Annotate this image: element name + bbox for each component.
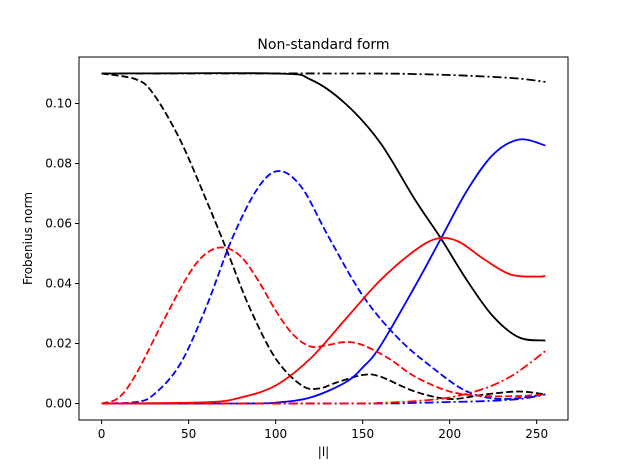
y-tick-label: 0.00: [45, 397, 72, 411]
y-axis: 0.00 0.02 0.04 0.06 0.08 0.10: [45, 97, 79, 411]
x-axis: 0 50 100 150 200 250: [98, 420, 548, 441]
x-tick-label: 200: [438, 427, 461, 441]
x-axis-label: |l|: [318, 445, 329, 459]
series-line-red-solid: [101, 236, 546, 405]
series-line-black-dashdot: [101, 72, 546, 83]
y-tick-label: 0.10: [45, 97, 72, 111]
plot-frame: [78, 56, 569, 421]
x-tick-label: 250: [525, 427, 548, 441]
x-tick-label: 150: [351, 427, 374, 441]
y-tick-label: 0.02: [45, 337, 72, 351]
series-line-red-dashed: [101, 246, 546, 405]
x-tick-label: 0: [98, 427, 106, 441]
series-layer: [101, 72, 546, 405]
y-axis-label: Frobenius norm: [21, 192, 35, 285]
x-tick-label: 100: [264, 427, 287, 441]
series-line-blue-solid: [101, 138, 546, 405]
series-line-red-dashdot: [101, 350, 546, 405]
y-tick-label: 0.04: [45, 277, 72, 291]
x-tick-label: 50: [181, 427, 196, 441]
series-line-black-solid: [101, 72, 546, 342]
y-tick-label: 0.06: [45, 217, 72, 231]
y-tick-label: 0.08: [45, 157, 72, 171]
chart-title: Non-standard form: [257, 37, 389, 53]
series-line-blue-dashed: [101, 170, 546, 405]
series-line-black-dashed: [101, 72, 546, 400]
